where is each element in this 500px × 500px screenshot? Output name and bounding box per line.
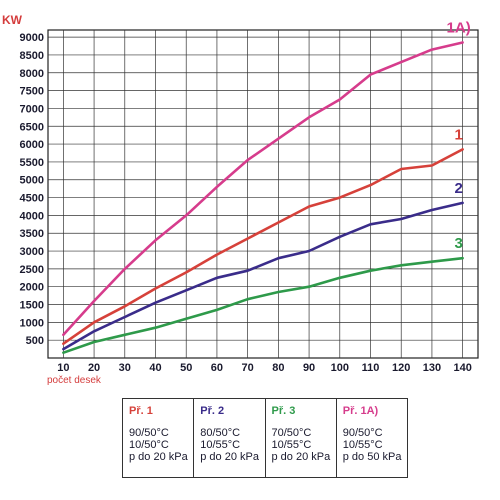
legend-condition: 10/55°C (342, 439, 383, 451)
x-tick-label: 100 (331, 362, 349, 374)
legend-title: Př. 1 (129, 405, 153, 417)
x-tick-label: 50 (180, 362, 192, 374)
y-tick-label: 3500 (20, 228, 44, 240)
series-line-1a (62, 41, 464, 337)
series-line-2 (62, 201, 464, 351)
y-tick-label: 9000 (20, 32, 44, 44)
x-tick-label: 60 (211, 362, 223, 374)
legend-condition: 10/55°C (271, 439, 312, 451)
legend-column: Př. 1A) 90/50°C 10/55°C p do 50 kPa (337, 399, 407, 477)
x-tick-label: 120 (392, 362, 410, 374)
y-tick-label: 1000 (20, 317, 44, 329)
series-label: 2 (454, 180, 462, 197)
legend-condition: 10/55°C (200, 439, 241, 451)
grid (47, 29, 479, 359)
series-label: 1 (454, 126, 462, 143)
legend-condition: p do 20 kPa (200, 451, 259, 463)
legend-condition: 90/50°C (342, 427, 383, 439)
y-tick-label: 3000 (20, 246, 44, 258)
series-label: 1A) (447, 19, 471, 36)
legend-title: Př. 1A) (342, 405, 379, 417)
legend-condition: 90/50°C (129, 427, 169, 439)
legend-condition: p do 20 kPa (129, 451, 188, 463)
x-tick-label: 110 (362, 362, 380, 374)
y-tick-label: 2000 (20, 282, 44, 294)
axis-ticks: 500 1000 1500 2000 2500 3000 3500 4000 4500 5000 5… (20, 32, 472, 374)
y-tick-label: 4000 (20, 210, 44, 222)
x-tick-label: 20 (88, 362, 100, 374)
legend-column: Př. 1 90/50°C 10/50°C p do 20 kPa (123, 399, 195, 477)
y-tick-label: 5000 (20, 175, 44, 187)
x-tick-label: 130 (423, 362, 441, 374)
legend-table: Př. 1 90/50°C 10/50°C p do 20 kPa Př. 2 80/50… (122, 398, 408, 478)
x-tick-label: 140 (453, 362, 471, 374)
x-tick-label: 10 (57, 362, 69, 374)
legend-column: Př. 2 80/50°C 10/55°C p do 20 kPa (194, 399, 266, 477)
y-tick-label: 1500 (20, 300, 44, 312)
legend-column: Př. 3 70/50°C 10/55°C p do 20 kPa (266, 399, 337, 477)
legend-title: Př. 2 (200, 405, 225, 417)
series-line-1 (62, 148, 464, 346)
y-tick-label: 2500 (20, 264, 44, 276)
x-tick-label: 80 (272, 362, 284, 374)
legend-title: Př. 3 (271, 405, 296, 417)
x-tick-label: 70 (242, 362, 254, 374)
plot-frame (47, 29, 479, 359)
x-tick-label: 90 (303, 362, 315, 374)
x-tick-label: 30 (119, 362, 131, 374)
y-tick-label: 5500 (20, 157, 44, 169)
legend-condition: 80/50°C (200, 427, 241, 439)
y-tick-label: 8000 (20, 68, 44, 80)
y-tick-label: 4500 (20, 193, 44, 205)
y-tick-label: 8500 (20, 50, 44, 62)
y-axis-unit-label: KW (2, 13, 23, 27)
series-line-3 (62, 256, 464, 355)
y-tick-label: 7500 (20, 86, 44, 98)
y-tick-label: 6000 (20, 139, 44, 151)
y-tick-label: 6500 (20, 121, 44, 133)
x-tick-label: 40 (149, 362, 161, 374)
x-axis-label: počet desek (47, 375, 102, 386)
series-label: 3 (454, 235, 462, 252)
y-tick-label: 7000 (20, 103, 44, 115)
legend-condition: 70/50°C (271, 427, 312, 439)
legend-condition: 10/50°C (129, 439, 169, 451)
legend-condition: p do 20 kPa (271, 451, 331, 463)
y-tick-label: 500 (26, 335, 44, 347)
legend-condition: p do 50 kPa (342, 451, 402, 463)
series-lines: 1A) 1 2 3 (62, 19, 471, 355)
